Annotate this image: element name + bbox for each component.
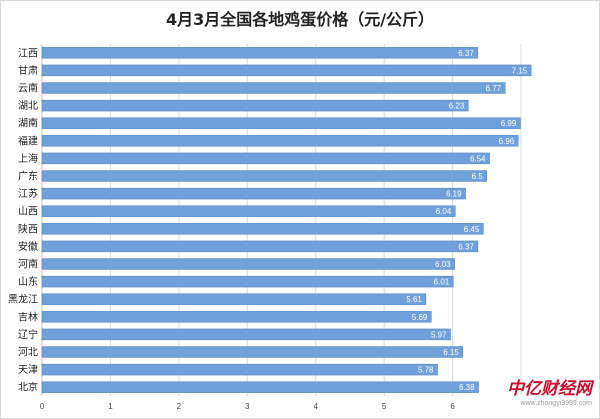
bar — [41, 275, 454, 288]
category-label: 江苏 — [18, 187, 38, 200]
bar — [41, 311, 432, 323]
bar — [41, 363, 438, 376]
x-tick-label: 6 — [450, 402, 455, 411]
data-label: 5.78 — [418, 366, 434, 375]
category-label: 江西 — [18, 47, 38, 59]
data-label: 6.03 — [435, 260, 451, 269]
data-label: 5.61 — [406, 295, 422, 304]
category-label: 山西 — [18, 206, 38, 218]
x-tick-label: 0 — [40, 402, 45, 411]
data-label: 6.37 — [458, 49, 474, 58]
category-label: 吉林 — [18, 310, 38, 323]
category-label: 河北 — [18, 347, 38, 359]
data-label: 7.15 — [512, 66, 528, 75]
grid-lines — [41, 44, 522, 396]
category-label: 山东 — [18, 275, 38, 288]
x-axis-ticks: 0 1 2 3 4 5 6 — [40, 402, 456, 411]
bar — [41, 223, 484, 235]
bar — [41, 328, 451, 341]
x-tick-label: 1 — [108, 402, 113, 411]
bar — [41, 346, 464, 358]
category-label: 北京 — [18, 381, 38, 394]
data-label: 6.96 — [499, 137, 515, 146]
category-label: 广东 — [18, 170, 38, 183]
category-label: 天津 — [18, 364, 38, 376]
bars: 6.37 7.15 6.77 6.23 6.99 6.96 6.54 6.5 6.19 6.04 6… — [41, 47, 532, 393]
bar — [41, 82, 506, 94]
x-tick-label: 5 — [382, 402, 387, 411]
category-label: 陕西 — [18, 222, 38, 235]
bar — [41, 99, 469, 112]
data-label: 5.97 — [431, 330, 447, 339]
x-tick-label: 3 — [245, 402, 250, 411]
data-label: 5.69 — [412, 313, 428, 322]
watermark-logo: 中亿财经网 www.zhongyi9999.com — [472, 381, 592, 411]
bar — [41, 258, 455, 270]
category-label: 云南 — [18, 82, 38, 95]
data-label: 6.77 — [486, 84, 502, 93]
category-label: 甘肃 — [18, 64, 38, 77]
category-label: 福建 — [18, 134, 38, 147]
category-label: 湖南 — [18, 117, 38, 130]
data-label: 6.23 — [449, 102, 465, 111]
bar — [41, 187, 466, 200]
category-label: 安徽 — [18, 240, 38, 253]
category-label: 辽宁 — [18, 328, 38, 341]
data-label: 6.99 — [501, 119, 517, 128]
category-label: 湖北 — [18, 100, 38, 112]
bar — [41, 117, 521, 129]
data-label: 6.04 — [436, 207, 452, 216]
data-label: 6.19 — [446, 190, 462, 199]
category-label: 黑龙江 — [8, 293, 38, 306]
data-label: 6.45 — [464, 225, 480, 234]
category-label: 上海 — [18, 152, 38, 165]
category-label: 河南 — [18, 258, 38, 271]
data-label: 6.37 — [458, 242, 474, 251]
bar — [41, 64, 532, 77]
bar — [41, 47, 479, 59]
data-label: 6.38 — [459, 383, 475, 392]
x-tick-label: 4 — [313, 402, 318, 411]
chart-title: 4月3月全国各地鸡蛋价格（元/公斤） — [166, 10, 434, 29]
data-label: 6.15 — [443, 348, 459, 357]
bar — [41, 293, 427, 305]
watermark-brand: 中亿财经网 — [507, 379, 592, 399]
bar — [41, 240, 479, 253]
bar — [41, 205, 456, 217]
data-label: 6.54 — [470, 154, 486, 163]
bar — [41, 135, 519, 147]
x-tick-label: 2 — [177, 402, 182, 411]
bar — [41, 381, 479, 393]
bar — [41, 152, 490, 165]
data-label: 6.5 — [472, 172, 484, 181]
watermark-url: www.zhongyi9999.com — [520, 400, 592, 407]
data-label: 6.01 — [434, 278, 450, 287]
category-labels: 江西甘肃云南湖北湖南福建上海广东江苏山西陕西安徽河南山东黑龙江吉林辽宁河北天津北… — [8, 47, 38, 393]
bar — [41, 170, 488, 182]
